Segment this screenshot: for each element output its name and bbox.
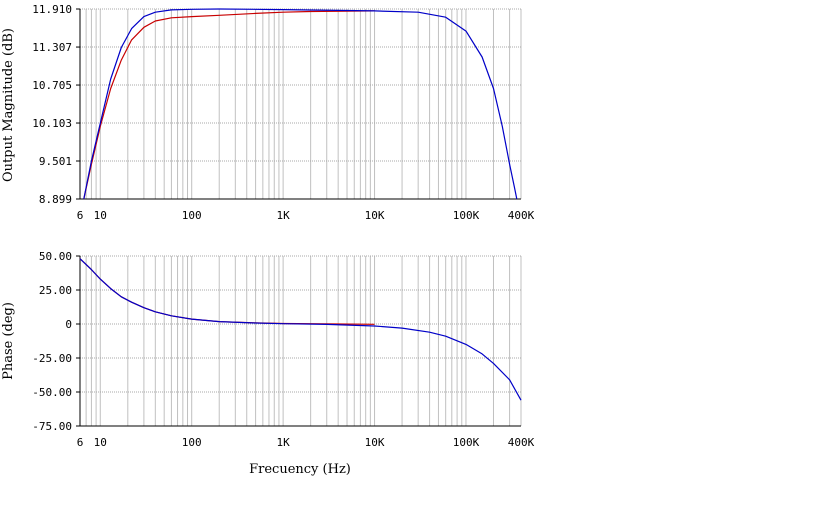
phase-x-tick-label: 10K xyxy=(365,436,385,449)
phase-y-tick-label: 0 xyxy=(65,318,72,331)
phase-series-line-0 xyxy=(79,258,522,401)
magnitude-series-line-1 xyxy=(83,10,375,200)
phase-x-tick-label: 100 xyxy=(182,436,202,449)
phase-y-tick-label: 50.00 xyxy=(39,250,72,263)
magnitude-y-axis-label: Output Magnitude (dB) xyxy=(1,28,16,182)
magnitude-chart: 11.910 11.307 10.705 10.103 9.501 8.899 6 10 100… xyxy=(32,3,534,222)
phase-chart: 50.00 25.00 0 -25.00 -50.00 -75.00 6 10 100 1K 10K… xyxy=(32,250,534,449)
phase-y-tick-label: 25.00 xyxy=(39,284,72,297)
phase-x-tick-label: 400K xyxy=(508,436,535,449)
magnitude-y-tick-label: 10.103 xyxy=(32,117,72,130)
phase-x-tick-label: 10 xyxy=(94,436,107,449)
phase-y-tick-label: -75.00 xyxy=(32,420,72,433)
magnitude-x-tick-label: 1K xyxy=(276,209,290,222)
phase-x-tick-label: 1K xyxy=(276,436,290,449)
magnitude-x-tick-label: 100K xyxy=(453,209,480,222)
magnitude-y-tick-label: 11.910 xyxy=(32,3,72,16)
x-axis-label: Frecuency (Hz) xyxy=(249,462,351,477)
magnitude-series-line-0 xyxy=(83,8,518,200)
phase-x-tick-label: 100K xyxy=(453,436,480,449)
magnitude-x-tick-label: 10K xyxy=(365,209,385,222)
phase-y-tick-label: -25.00 xyxy=(32,352,72,365)
phase-plot-area xyxy=(80,256,521,426)
magnitude-x-tick-label: 400K xyxy=(508,209,535,222)
magnitude-y-tick-label: 11.307 xyxy=(32,41,72,54)
phase-y-axis-label: Phase (deg) xyxy=(1,302,16,380)
magnitude-y-tick-label: 9.501 xyxy=(39,155,72,168)
phase-x-tick-label: 6 xyxy=(77,436,84,449)
magnitude-x-tick-label: 6 xyxy=(77,209,84,222)
magnitude-x-tick-label: 100 xyxy=(182,209,202,222)
magnitude-y-tick-label: 8.899 xyxy=(39,193,72,206)
magnitude-y-tick-label: 10.705 xyxy=(32,79,72,92)
magnitude-x-tick-label: 10 xyxy=(94,209,107,222)
magnitude-plot-area xyxy=(80,9,521,199)
phase-y-tick-label: -50.00 xyxy=(32,386,72,399)
